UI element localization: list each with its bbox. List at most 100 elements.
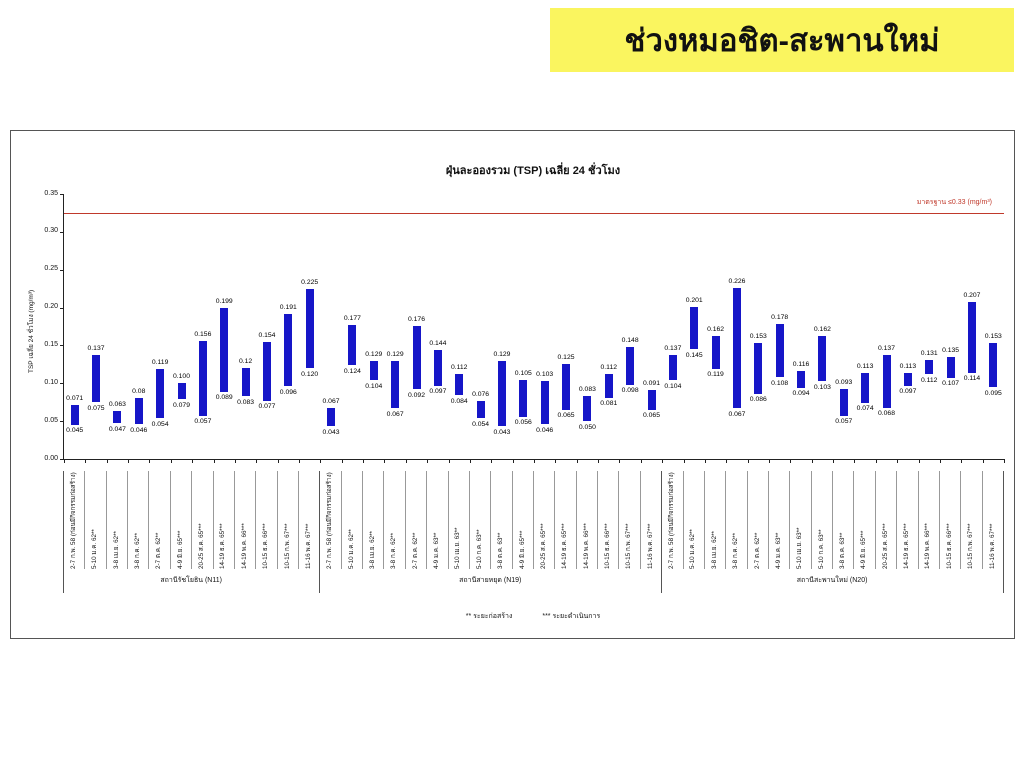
bar-max-label: 0.113 — [856, 363, 874, 371]
bar-min-label: 0.057 — [194, 418, 212, 426]
x-label-text: 5-10 เม.ย. 63** — [454, 527, 462, 570]
slot-separator — [853, 471, 855, 569]
group-name-band: สถานีรัชโยธิน (N11) สถานีสายหยุด (N19) สถา… — [63, 575, 1003, 589]
range-bar — [711, 336, 720, 369]
range-bar — [412, 325, 421, 390]
bar-max-label: 0.067 — [322, 398, 340, 406]
bar-min-label: 0.089 — [215, 394, 233, 402]
x-label-text: 10-15 ธ.ค. 66*** — [604, 523, 611, 569]
bar-min-label: 0.045 — [66, 427, 84, 435]
bar-max-label: 0.177 — [343, 314, 361, 322]
x-label: 10-15 ธ.ค. 66*** — [939, 471, 960, 569]
x-tick — [854, 459, 856, 463]
slot-separator — [169, 471, 171, 569]
slot-separator — [618, 471, 620, 569]
x-label-text: 10-15 ก.พ. 67*** — [625, 523, 633, 569]
range-bar — [476, 401, 485, 419]
slot-separator — [233, 471, 235, 569]
range-bar — [668, 355, 677, 381]
bar-min-label: 0.097 — [899, 388, 917, 396]
bar-max-label: 0.162 — [707, 326, 725, 334]
bar-max-label: 0.137 — [664, 345, 682, 353]
slot-separator — [84, 471, 86, 569]
slot-separator — [575, 471, 577, 569]
range-bar — [903, 373, 912, 386]
bar-max-label: 0.131 — [920, 349, 938, 357]
x-label-text: 5-10 ม.ค. 62** — [347, 529, 355, 569]
bar-min-label: 0.079 — [172, 401, 190, 409]
x-tick — [918, 459, 920, 463]
x-label: 10-15 ก.พ. 67*** — [277, 471, 298, 569]
range-bar — [519, 379, 528, 417]
x-label-text: 14-19 พ.ค. 66*** — [240, 523, 248, 569]
x-tick — [363, 459, 365, 463]
bar-max-label: 0.103 — [536, 371, 554, 378]
x-tick — [448, 459, 450, 463]
range-bar — [92, 355, 101, 403]
slot-separator — [105, 471, 107, 569]
range-bar — [989, 343, 998, 388]
range-bar — [433, 349, 442, 386]
x-tick — [469, 459, 471, 463]
footnote-operation: *** ระยะดำเนินการ — [542, 613, 601, 620]
bar-min-label: 0.083 — [237, 398, 255, 406]
bar-max-label: 0.093 — [835, 378, 853, 386]
bar-max-label: 0.148 — [621, 336, 639, 344]
x-label: 14-19 ธ.ค. 65*** — [554, 471, 575, 569]
y-axis-label: TSP เฉลี่ย 24 ชั่วโมง (mg/m³) — [28, 289, 35, 373]
x-label-text: 10-15 ก.พ. 67*** — [283, 523, 291, 569]
x-label: 2-7 ต.ค. 62** — [405, 471, 426, 569]
range-bar — [861, 373, 870, 403]
x-tick — [85, 459, 87, 463]
x-tick — [64, 459, 65, 463]
range-bar — [626, 346, 635, 385]
y-tick — [60, 269, 64, 271]
x-tick — [534, 459, 535, 463]
x-label: 4-9 มิ.ย. 65*** — [853, 471, 874, 569]
x-label-text: 3-8 ต.ค. 63** — [839, 532, 846, 569]
range-bar — [262, 342, 271, 401]
slot-separator — [468, 471, 470, 569]
bar-max-label: 0.144 — [429, 339, 447, 347]
x-label-text: 2-7 ก.พ. 58 (ก่อนมีกิจกรรมก่อสร้าง) — [668, 472, 676, 569]
x-label: 11-16 พ.ค. 67*** — [982, 471, 1003, 569]
bar-max-label: 0.226 — [728, 277, 746, 285]
x-label-text: 11-16 พ.ค. 67*** — [304, 523, 312, 569]
bar-min-label: 0.050 — [578, 423, 596, 431]
slot-separator — [554, 471, 556, 569]
bar-min-label: 0.097 — [429, 388, 447, 396]
bar-min-label: 0.074 — [856, 405, 874, 413]
x-label: 14-19 ธ.ค. 65*** — [213, 471, 234, 569]
x-label-text: 3-8 เม.ย. 62** — [710, 531, 718, 569]
range-bar — [562, 364, 571, 410]
x-tick — [106, 459, 108, 463]
standard-limit-label: มาตรฐาน ≤0.33 (mg/m³) — [916, 199, 992, 206]
x-label-text: 2-7 ก.พ. 58 (ก่อนมีกิจกรรมก่อสร้าง) — [326, 472, 334, 569]
x-label: 3-8 เม.ย. 62** — [106, 471, 127, 569]
x-tick — [598, 459, 600, 463]
bar-min-label: 0.145 — [685, 351, 703, 359]
x-tick — [491, 459, 493, 463]
range-bar — [348, 324, 357, 366]
range-bar — [70, 405, 79, 425]
slot-separator — [810, 471, 812, 569]
range-bar — [241, 368, 250, 397]
x-tick — [704, 459, 706, 463]
y-tick — [60, 231, 64, 233]
bar-min-label: 0.043 — [322, 428, 340, 436]
x-label: 5-10 ม.ค. 62** — [683, 471, 704, 569]
x-label-text: 10-15 ธ.ค. 66*** — [262, 523, 270, 569]
bar-max-label: 0.137 — [87, 345, 105, 353]
x-label-text: 2-7 ต.ค. 62** — [155, 532, 163, 569]
section-title: ช่วงหมอชิต-สะพานใหม่ — [624, 23, 940, 58]
x-tick — [939, 459, 941, 463]
bar-min-label: 0.065 — [642, 412, 660, 420]
x-label-text: 11-16 พ.ค. 67*** — [988, 523, 996, 569]
bar-min-label: 0.077 — [258, 403, 276, 411]
x-label-text: 5-10 ก.ค. 63** — [817, 529, 825, 569]
x-tick — [299, 459, 300, 463]
group-label: สถานีสายหยุด (N19) — [459, 577, 522, 584]
x-label: 3-8 ต.ค. 63** — [490, 471, 511, 569]
x-label-text: 5-10 เม.ย. 63** — [796, 527, 804, 570]
